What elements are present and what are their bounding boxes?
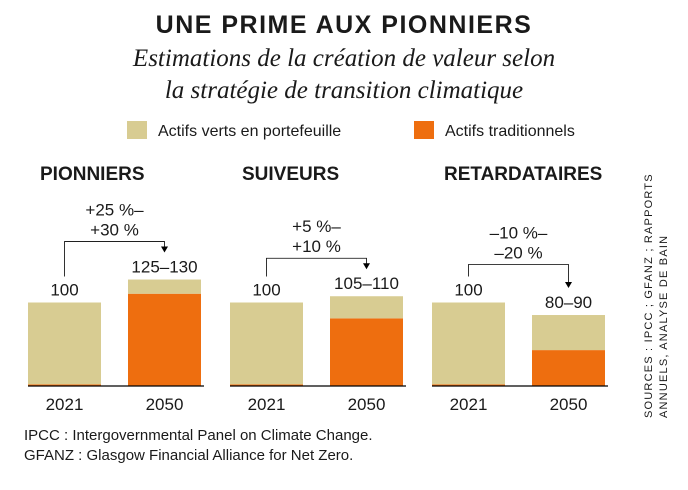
- note-gfanz: GFANZ : Glasgow Financial Alliance for N…: [24, 447, 353, 464]
- group-2-bar-2021-traditional: [230, 384, 303, 386]
- group-2-change-label-line-2: +10 %: [292, 237, 341, 256]
- source-line-2: ANNUELS, ANALYSE DE BAIN: [658, 235, 670, 418]
- legend-swatch-traditional: [414, 121, 434, 139]
- group-3-change-arrowhead: [565, 282, 572, 289]
- group-2-bar-2021-green: [230, 302, 303, 385]
- group-2-bar-2050-green: [330, 296, 403, 319]
- chart-title: UNE PRIME AUX PIONNIERS: [156, 11, 533, 39]
- plot-area: PIONNIERS 100 2021 125–130 2050 +25 %–+30 % SU…: [28, 164, 608, 414]
- group-3-bar-2050-traditional: [532, 350, 605, 386]
- group-1-value-label-2050: 125–130: [131, 258, 197, 277]
- chart-subtitle-line-1: Estimations de la création de valeur sel…: [132, 45, 555, 72]
- legend-label-traditional: Actifs traditionnels: [445, 123, 575, 140]
- group-1-bar-2050-green: [128, 279, 201, 294]
- group-3-tick-2050: 2050: [550, 395, 588, 414]
- group-1-title: PIONNIERS: [40, 164, 145, 185]
- legend-swatch-green: [127, 121, 147, 139]
- group-2-value-label-2021: 100: [252, 281, 280, 300]
- note-ipcc: IPCC : Intergovernmental Panel on Climat…: [24, 427, 373, 444]
- group-1-change-label-line-2: +30 %: [90, 221, 139, 240]
- group-3-title: RETARDATAIRES: [444, 164, 602, 185]
- group-3-change-label-line-1: –10 %–: [490, 224, 548, 243]
- group-3-tick-2021: 2021: [450, 395, 488, 414]
- group-1-value-label-2021: 100: [50, 281, 78, 300]
- group-1-bar-2050-traditional: [128, 293, 201, 386]
- legend: Actifs verts en portefeuille Actifs trad…: [127, 121, 575, 140]
- group-2-tick-2021: 2021: [248, 395, 286, 414]
- group-1-tick-2021: 2021: [46, 395, 84, 414]
- chart-subtitle-line-2: la stratégie de transition climatique: [165, 77, 523, 104]
- group-1-change-arrowhead: [161, 246, 168, 253]
- group-1-bar-2021-green: [28, 302, 101, 385]
- group-2-title: SUIVEURS: [242, 164, 339, 185]
- group-3-bar-2021-green: [432, 302, 505, 385]
- group-3-value-label-2050: 80–90: [545, 293, 592, 312]
- group-2-change-label-line-1: +5 %–: [292, 217, 341, 236]
- group-1-change-bracket: [64, 241, 165, 277]
- group-3-change-label-line-2: –20 %: [494, 244, 542, 263]
- group-3-change-bracket: [468, 264, 569, 284]
- source-line-1: SOURCES : IPCC ; GFANZ ; RAPPORTS: [643, 173, 655, 418]
- group-1-change-label-line-1: +25 %–: [85, 201, 144, 220]
- source-block: SOURCES : IPCC ; GFANZ ; RAPPORTS ANNUEL…: [643, 173, 670, 418]
- group-2-change-bracket: [266, 257, 367, 277]
- group-3-bar-2021-traditional: [432, 384, 505, 386]
- group-1-tick-2050: 2050: [146, 395, 184, 414]
- group-3-value-label-2021: 100: [454, 281, 482, 300]
- group-2-change-arrowhead: [363, 263, 370, 270]
- legend-label-green: Actifs verts en portefeuille: [158, 123, 341, 140]
- group-2-value-label-2050: 105–110: [334, 274, 399, 293]
- group-3-bar-2050-green: [532, 315, 605, 351]
- group-1-bar-2021-traditional: [28, 384, 101, 386]
- group-2-tick-2050: 2050: [348, 395, 386, 414]
- group-2-bar-2050-traditional: [330, 318, 403, 386]
